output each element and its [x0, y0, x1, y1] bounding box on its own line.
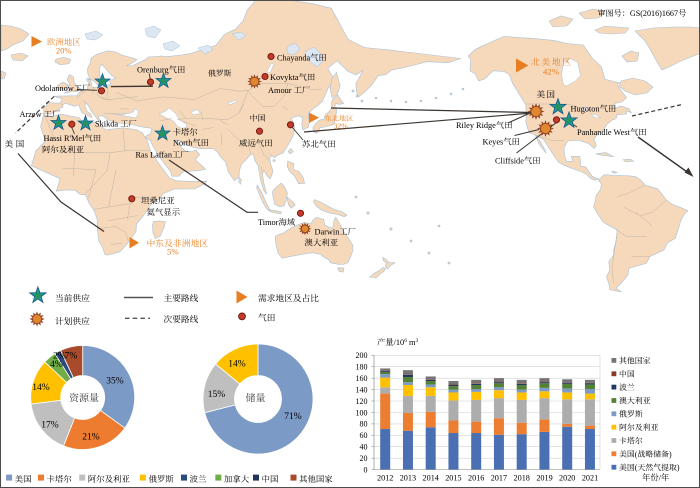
svg-text:(: ( [635, 463, 638, 472]
svg-text:35%: 35% [106, 377, 124, 387]
svg-text:): ) [669, 450, 672, 459]
svg-text:4%: 4% [50, 360, 63, 370]
svg-text:(: ( [635, 450, 638, 459]
svg-text:71%: 71% [284, 412, 302, 422]
svg-text:Amour: Amour [268, 86, 292, 95]
svg-text:/: / [659, 473, 662, 482]
svg-text:2020: 2020 [559, 473, 575, 482]
svg-text:2018: 2018 [514, 473, 530, 482]
svg-text:0: 0 [364, 465, 368, 474]
svg-text:14%: 14% [228, 360, 246, 370]
svg-text:160: 160 [356, 374, 368, 383]
svg-text:Keyes: Keyes [483, 138, 504, 147]
svg-text:180: 180 [356, 363, 368, 372]
svg-text:32%: 32% [334, 121, 349, 130]
svg-text:Ras Laffan: Ras Laffan [136, 151, 173, 160]
svg-text:North: North [173, 139, 193, 148]
svg-text:2%: 2% [53, 352, 66, 362]
svg-text:Cliffside: Cliffside [495, 157, 524, 166]
svg-text:Riley Ridge: Riley Ridge [456, 121, 496, 130]
svg-text:Skikda: Skikda [95, 120, 118, 129]
svg-text:Chayanda: Chayanda [277, 54, 310, 63]
svg-text:100: 100 [356, 408, 368, 417]
svg-text:Darwin: Darwin [315, 228, 341, 237]
svg-text:): ) [677, 463, 680, 472]
svg-text:2012: 2012 [377, 473, 393, 482]
svg-text:Orenburg: Orenburg [137, 66, 169, 75]
svg-text:14%: 14% [32, 383, 50, 393]
svg-text:42%: 42% [543, 67, 560, 77]
svg-text:2015: 2015 [445, 473, 461, 482]
svg-text:5%: 5% [167, 247, 179, 257]
svg-text:20: 20 [360, 454, 368, 463]
svg-text:140: 140 [356, 385, 368, 394]
svg-text:Timor: Timor [258, 218, 279, 227]
svg-text:Odolannow: Odolannow [35, 84, 74, 93]
svg-text:7%: 7% [65, 352, 78, 362]
svg-text:2014: 2014 [423, 473, 439, 482]
svg-text:2017: 2017 [491, 473, 507, 482]
svg-text:Hassi R'Mel: Hassi R'Mel [44, 134, 86, 143]
svg-text:60: 60 [360, 431, 368, 440]
svg-text:2013: 2013 [400, 473, 416, 482]
svg-text:200: 200 [356, 351, 368, 360]
svg-text:2016: 2016 [468, 473, 484, 482]
svg-text:/106 m3: /106 m3 [394, 338, 419, 347]
svg-text:2019: 2019 [536, 473, 552, 482]
svg-text:80: 80 [360, 420, 368, 429]
svg-text:2021: 2021 [582, 473, 598, 482]
svg-text:40: 40 [360, 443, 368, 452]
svg-text:Hugoton: Hugoton [571, 105, 601, 114]
svg-text:GS(2016)1667: GS(2016)1667 [630, 9, 678, 18]
svg-text:21%: 21% [82, 433, 100, 443]
svg-text:Panhandle West: Panhandle West [577, 128, 631, 137]
svg-text:15%: 15% [208, 390, 226, 400]
svg-text:Kovykta: Kovykta [270, 73, 299, 82]
svg-text:Arzew: Arzew [20, 110, 42, 119]
svg-text:120: 120 [356, 397, 368, 406]
svg-text:20%: 20% [56, 47, 71, 56]
svg-text:17%: 17% [41, 421, 59, 431]
